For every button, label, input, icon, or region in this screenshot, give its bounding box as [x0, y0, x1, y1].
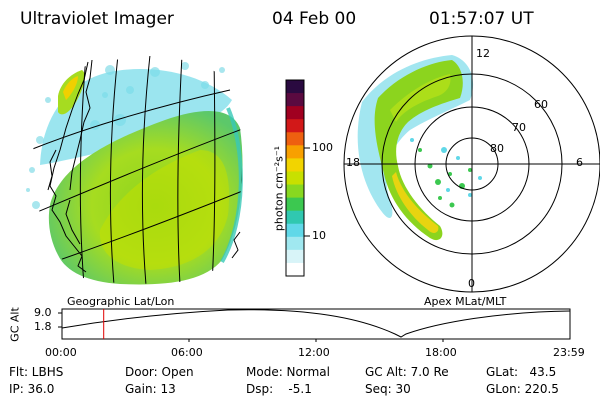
- colorbar-swatch: [286, 132, 304, 146]
- info-filter: Flt: LBHS: [9, 365, 64, 379]
- info-gc-alt: GC Alt: 7.0 Re: [365, 365, 449, 379]
- polar-speckle: [418, 148, 472, 208]
- colorbar-swatch: [286, 80, 304, 94]
- colorbar-frame: [285, 79, 305, 277]
- altitude-y-min: 1.8: [34, 320, 52, 333]
- right-map-caption: Apex MLat/MLT: [424, 295, 507, 308]
- info-door: Door: Open: [125, 365, 194, 379]
- time-label: 01:57:07 UT: [429, 9, 534, 29]
- colorbar-unit: photon cm⁻²s⁻¹: [272, 145, 286, 232]
- colorbar-swatch: [286, 197, 304, 212]
- colorbar-swatch: [286, 119, 304, 133]
- info-dsp: Dsp: -5.1: [246, 382, 312, 396]
- colorbar-swatch: [286, 106, 304, 120]
- mlt-label-6: 6: [576, 156, 583, 169]
- dayglow-inner: [99, 150, 230, 270]
- x-tick-1200: 12:00: [298, 346, 330, 359]
- colorbar-label-100: 100: [312, 141, 333, 154]
- colorbar-swatch: [286, 145, 304, 159]
- lat-label-70: 70: [512, 121, 526, 134]
- altitude-y-max: 9.0: [34, 306, 52, 319]
- x-tick-0600: 06:00: [171, 346, 203, 359]
- left-map-caption: Geographic Lat/Lon: [67, 295, 175, 308]
- instrument-title: Ultraviolet Imager: [20, 9, 174, 29]
- cyan-glow: [40, 69, 232, 165]
- polar-speckle-cyan: [410, 138, 482, 197]
- info-gain: Gain: 13: [125, 382, 176, 396]
- geo-grid: [32, 56, 242, 284]
- info-glon: GLon: 220.5: [486, 382, 559, 396]
- altitude-curve: [61, 309, 571, 338]
- disk-rim: [220, 107, 243, 263]
- polar-map: [343, 35, 600, 293]
- lat-label-80: 80: [490, 142, 504, 155]
- lat-label-60: 60: [534, 98, 548, 111]
- altitude-axis-label: GC Alt: [8, 307, 22, 342]
- colorbar-swatch: [286, 171, 304, 186]
- colorbar-swatch: [286, 93, 304, 107]
- colorbar: [286, 80, 304, 277]
- colorbar-swatch: [286, 184, 304, 199]
- coastline: [47, 59, 241, 273]
- info-glat: GLat: 43.5: [486, 365, 557, 379]
- info-ip: IP: 36.0: [9, 382, 55, 396]
- colorbar-swatch: [286, 223, 304, 238]
- x-tick-1800: 18:00: [425, 346, 457, 359]
- x-tick-0000: 00:00: [45, 346, 77, 359]
- altitude-x-ticks: [188, 339, 444, 342]
- date-label: 04 Feb 00: [272, 9, 357, 29]
- colorbar-swatch: [286, 249, 304, 264]
- polar-grid: [343, 35, 600, 293]
- geographic-map: [26, 56, 243, 285]
- colorbar-label-10: 10: [312, 229, 326, 242]
- polar-oval-bright: [392, 172, 439, 233]
- info-mode: Mode: Normal: [246, 365, 330, 379]
- x-tick-2359: 23:59: [553, 346, 585, 359]
- colorbar-swatch: [286, 262, 304, 277]
- colorbar-swatch: [286, 210, 304, 225]
- polar-oval-inner: [390, 74, 451, 122]
- mlt-label-18: 18: [346, 156, 360, 169]
- mlt-label-12: 12: [476, 47, 490, 60]
- auroral-fragment-bright: [63, 76, 78, 100]
- mlt-label-0: 0: [468, 277, 475, 290]
- altitude-plot: [58, 308, 571, 342]
- info-seq: Seq: 30: [365, 382, 411, 396]
- colorbar-swatch: [286, 236, 304, 251]
- colorbar-swatch: [286, 158, 304, 172]
